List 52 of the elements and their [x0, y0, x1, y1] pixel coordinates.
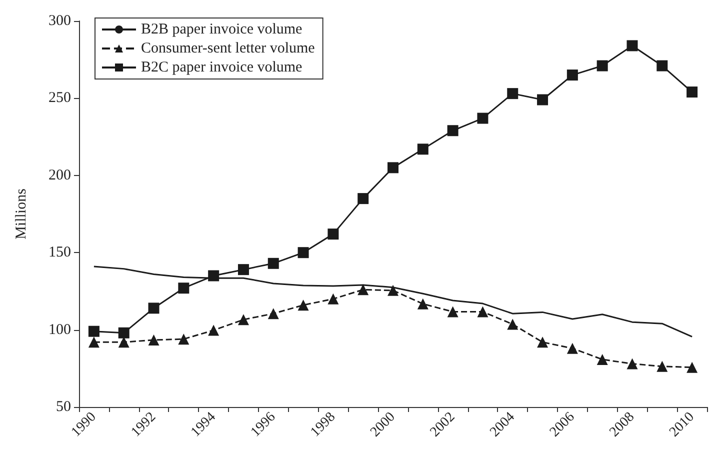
y-tick-label: 300	[48, 13, 71, 29]
point	[566, 70, 578, 81]
point	[358, 284, 369, 296]
point	[507, 88, 518, 100]
point	[358, 193, 369, 204]
point	[238, 314, 249, 326]
point	[388, 162, 398, 174]
point	[656, 60, 668, 72]
point	[118, 336, 130, 348]
point	[447, 306, 458, 318]
point	[238, 264, 249, 276]
legend-label: B2C paper invoice volume	[141, 60, 303, 76]
point	[537, 94, 548, 106]
point	[148, 302, 160, 314]
point	[298, 300, 309, 311]
y-tick-label: 100	[48, 322, 71, 338]
point	[178, 334, 190, 345]
point	[88, 336, 100, 348]
point	[477, 306, 488, 318]
point	[388, 284, 398, 296]
point	[477, 112, 488, 124]
point	[656, 360, 668, 372]
point	[447, 125, 458, 136]
point	[686, 362, 698, 373]
point	[328, 293, 339, 304]
point	[596, 60, 608, 72]
y-tick-label: 200	[48, 167, 71, 184]
point	[507, 318, 518, 330]
y-tick-label: 250	[48, 90, 71, 106]
point	[298, 247, 309, 258]
point	[268, 308, 279, 320]
point	[208, 324, 220, 336]
point	[626, 40, 638, 52]
point	[596, 354, 608, 365]
point	[88, 326, 100, 337]
point	[417, 298, 428, 310]
y-tick-label: 50	[56, 399, 71, 415]
legend-label: Consumer-sent letter volume	[141, 40, 316, 56]
point	[566, 342, 578, 354]
point	[118, 327, 130, 338]
point	[208, 270, 220, 282]
y-tick-label: 150	[48, 244, 71, 261]
point	[178, 282, 190, 294]
legend-label: B2B paper invoice volume	[141, 22, 303, 38]
point	[268, 258, 279, 269]
point	[626, 358, 638, 370]
point	[686, 86, 698, 98]
y-axis-title: Millions	[14, 188, 30, 240]
point	[537, 336, 548, 348]
point	[148, 334, 160, 346]
point	[328, 228, 339, 240]
point	[417, 144, 428, 155]
